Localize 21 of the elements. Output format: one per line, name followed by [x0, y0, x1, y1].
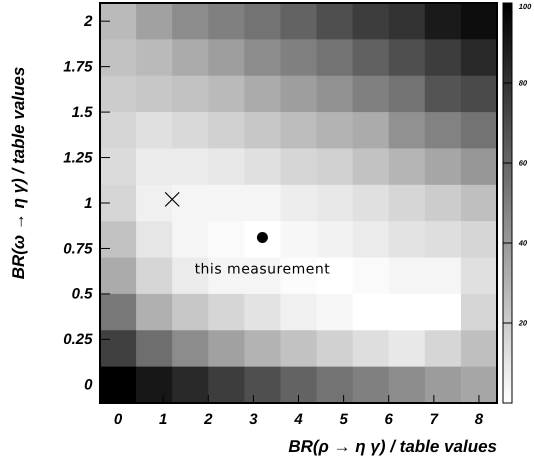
x-axis-title: BR(ρ → η γ) / table values [288, 437, 497, 456]
x-tick-label: 6 [384, 411, 394, 428]
x-tick-label: 5 [339, 411, 348, 428]
y-axis-title: BR(ω → η γ) / table values [9, 66, 28, 280]
annotation: this measurement [194, 261, 330, 278]
y-tick-label: 1.75 [63, 58, 94, 76]
y-tick-label: 1 [84, 194, 92, 212]
y-tick-label: 2 [83, 12, 94, 30]
x-tick-label: 7 [430, 411, 439, 428]
y-tick-label: 0 [84, 376, 94, 394]
y-tick-label: 0.25 [63, 331, 94, 348]
x-tick-label: 2 [203, 411, 214, 428]
y-tick-label: 1.25 [63, 149, 94, 166]
x-tick-label: 4 [293, 411, 304, 428]
y-tick-label: 0.75 [63, 240, 94, 258]
x-tick-label: 3 [249, 411, 258, 428]
y-tick-label: 0.5 [72, 286, 94, 303]
y-tick-label: 1.5 [72, 104, 94, 121]
x-tick-label: 1 [158, 411, 168, 428]
x-tick-label: 0 [114, 411, 123, 428]
x-tick-label: 8 [474, 411, 484, 428]
